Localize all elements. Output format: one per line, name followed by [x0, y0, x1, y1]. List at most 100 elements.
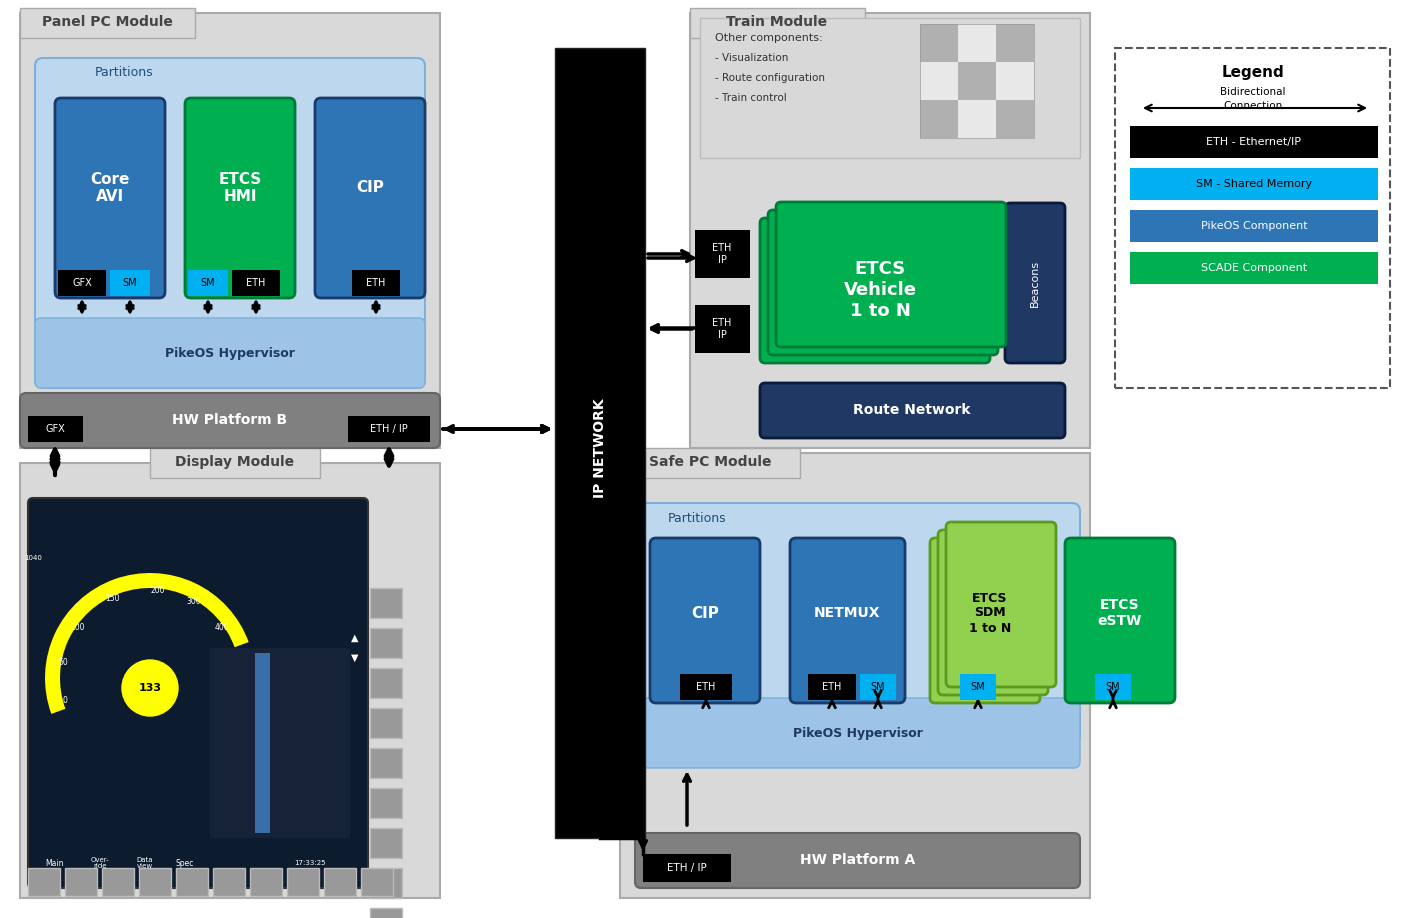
Text: HW Platform B: HW Platform B [172, 413, 288, 427]
Bar [995, 24, 1034, 62]
Text: 50: 50 [58, 658, 68, 667]
FancyBboxPatch shape [946, 522, 1056, 687]
Bar [369, 868, 402, 898]
Text: ETCS
SDM
1 to N: ETCS SDM 1 to N [969, 591, 1011, 634]
Bar [919, 24, 1034, 138]
Text: HW Platform A: HW Platform A [801, 853, 915, 867]
Wedge shape [45, 573, 248, 714]
Bar [1115, 48, 1390, 388]
Text: ▲: ▲ [351, 633, 358, 643]
Bar [176, 868, 209, 896]
Circle shape [123, 660, 178, 716]
Text: Panel PC Module: Panel PC Module [41, 15, 172, 29]
Bar [699, 18, 1080, 158]
Bar [919, 24, 957, 62]
Bar [369, 748, 402, 778]
Bar [695, 230, 750, 278]
Text: Data
view: Data view [137, 856, 154, 869]
Text: Beacons: Beacons [1029, 260, 1041, 307]
Text: 1040: 1040 [24, 555, 42, 561]
Bar [255, 653, 269, 833]
Bar [369, 628, 402, 658]
Bar [860, 674, 895, 700]
Bar [213, 868, 245, 896]
Text: ETCS
HMI: ETCS HMI [219, 172, 262, 204]
Text: Spec: Spec [176, 858, 195, 868]
Text: 100: 100 [70, 623, 85, 632]
Bar [643, 854, 730, 882]
FancyBboxPatch shape [1005, 203, 1065, 363]
Bar [361, 868, 393, 896]
Text: 0: 0 [62, 696, 68, 705]
Text: ETCS
eSTW: ETCS eSTW [1098, 598, 1142, 628]
FancyBboxPatch shape [634, 833, 1080, 888]
Text: SM: SM [871, 682, 885, 692]
Text: ETH: ETH [822, 682, 842, 692]
Bar [369, 908, 402, 918]
FancyBboxPatch shape [1065, 538, 1175, 703]
Bar [28, 868, 61, 896]
Text: Over-
ride: Over- ride [90, 856, 110, 869]
Text: CIP: CIP [691, 606, 719, 621]
FancyBboxPatch shape [760, 218, 990, 363]
Bar [140, 868, 171, 896]
Text: Other components:: Other components: [715, 33, 822, 43]
Text: ▼: ▼ [351, 653, 358, 663]
Bar [369, 788, 402, 818]
Bar [324, 868, 355, 896]
Bar [556, 48, 644, 838]
Bar [250, 868, 282, 896]
Text: PikeOS Component: PikeOS Component [1201, 221, 1307, 231]
Bar [233, 270, 281, 296]
Bar [352, 270, 400, 296]
Text: PikeOS Hypervisor: PikeOS Hypervisor [165, 346, 295, 360]
Bar [995, 62, 1034, 100]
Bar [28, 416, 83, 442]
Text: 300: 300 [186, 598, 202, 606]
FancyBboxPatch shape [35, 58, 424, 388]
Bar [620, 453, 1090, 898]
Text: ETH: ETH [697, 682, 716, 692]
FancyBboxPatch shape [634, 503, 1080, 743]
Bar [620, 448, 799, 478]
Text: CIP: CIP [357, 181, 384, 196]
Text: SCADE Component: SCADE Component [1201, 263, 1307, 273]
Text: 200: 200 [151, 586, 165, 595]
Text: Main: Main [45, 858, 65, 868]
Bar [110, 270, 149, 296]
Bar [65, 868, 97, 896]
Bar [680, 674, 732, 700]
Text: Route Network: Route Network [853, 403, 970, 417]
Bar [369, 588, 402, 618]
Bar [149, 448, 320, 478]
Text: Safe PC Module: Safe PC Module [649, 455, 771, 469]
Bar [58, 270, 106, 296]
Text: Legend: Legend [1221, 65, 1285, 81]
Bar [369, 668, 402, 698]
Bar [20, 463, 440, 898]
FancyBboxPatch shape [776, 202, 1005, 347]
Text: SM: SM [1105, 682, 1121, 692]
Bar [188, 270, 228, 296]
Text: 400: 400 [214, 623, 230, 632]
Text: GFX: GFX [72, 278, 92, 288]
Text: GFX: GFX [45, 424, 65, 434]
Bar [689, 8, 864, 38]
Bar [919, 62, 957, 100]
Text: ETH: ETH [247, 278, 265, 288]
Text: - Train control: - Train control [715, 93, 787, 103]
FancyBboxPatch shape [938, 530, 1048, 695]
FancyBboxPatch shape [20, 393, 440, 448]
Text: Connection: Connection [1224, 101, 1283, 111]
Text: SM - Shared Memory: SM - Shared Memory [1196, 179, 1313, 189]
Text: Partitions: Partitions [94, 66, 154, 80]
FancyBboxPatch shape [768, 210, 998, 355]
Bar [102, 868, 134, 896]
Bar [210, 648, 350, 838]
FancyBboxPatch shape [28, 498, 368, 888]
Bar [1129, 168, 1378, 200]
FancyBboxPatch shape [634, 698, 1080, 768]
Bar [957, 24, 995, 62]
Bar [288, 868, 319, 896]
FancyBboxPatch shape [650, 538, 760, 703]
